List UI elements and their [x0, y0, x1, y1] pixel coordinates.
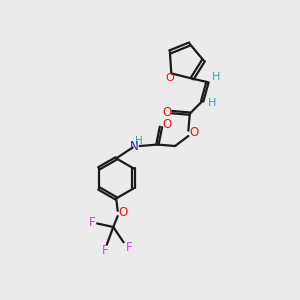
Text: H: H [207, 98, 216, 108]
Text: F: F [88, 216, 95, 230]
Text: H: H [135, 136, 143, 146]
Text: F: F [126, 241, 132, 254]
Text: O: O [162, 106, 172, 119]
Text: O: O [118, 206, 127, 219]
Text: N: N [130, 140, 139, 152]
Text: F: F [102, 244, 109, 257]
Text: O: O [189, 126, 198, 139]
Text: H: H [212, 72, 220, 82]
Text: O: O [162, 118, 172, 131]
Text: O: O [166, 74, 174, 83]
